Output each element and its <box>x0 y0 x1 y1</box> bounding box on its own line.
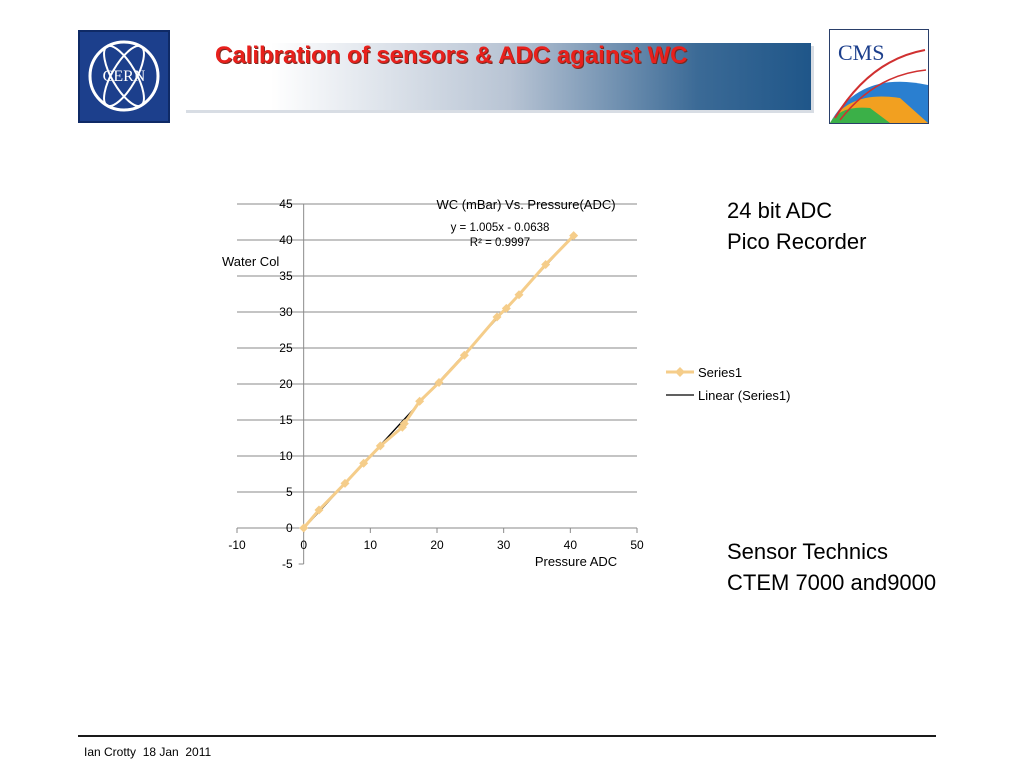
y-tick-label-45: 45 <box>279 197 293 211</box>
series1-point <box>541 259 551 269</box>
footer-credit: Ian Crotty 18 Jan 2011 <box>84 745 212 759</box>
series1-point <box>299 523 309 533</box>
series1-point <box>399 419 409 429</box>
title-banner <box>183 43 811 110</box>
series1-point <box>514 290 524 300</box>
adc-info-line2: Pico Recorder <box>727 229 867 254</box>
trendline-equation: y = 1.005x - 0.0638 <box>451 222 550 234</box>
y-tick-label-15: 15 <box>279 413 293 427</box>
legend: Series1 Linear (Series1) <box>666 365 791 403</box>
y-tick-labels: -5 0 5 10 15 20 25 30 35 40 45 <box>279 197 293 571</box>
x-tick-label-20: 20 <box>430 538 444 552</box>
trendline-r-squared: R² = 0.9997 <box>470 237 530 249</box>
y-axis-label: Water Col <box>222 254 279 269</box>
y-tick-label-10: 10 <box>279 449 293 463</box>
sensor-info: Sensor Technics CTEM 7000 and9000 <box>727 536 936 598</box>
cms-logo: CMS <box>829 29 929 124</box>
legend-series1-marker <box>675 367 685 377</box>
x-tick-labels: -10 0 10 20 30 40 50 <box>228 538 644 552</box>
series1-point <box>314 505 324 515</box>
cms-logo-graphic: CMS <box>830 30 928 123</box>
cms-logo-text: CMS <box>838 40 884 65</box>
series1-point <box>569 231 579 241</box>
y-tick-label-5: 5 <box>286 485 293 499</box>
x-tick-label-50: 50 <box>630 538 644 552</box>
adc-info: 24 bit ADC Pico Recorder <box>727 195 866 257</box>
cern-logo: CERN <box>78 30 170 123</box>
series1-point <box>375 441 385 451</box>
slide-title: Calibration of sensors & ADC against WC <box>215 42 688 69</box>
chart-gridlines <box>237 203 637 493</box>
cern-logo-text: CERN <box>103 68 146 85</box>
legend-series1-label: Series1 <box>698 365 742 380</box>
series1-point <box>501 303 511 313</box>
series1-point <box>492 312 502 322</box>
y-tick-label-20: 20 <box>279 377 293 391</box>
x-tick-label-30: 30 <box>497 538 511 552</box>
sensor-info-line2: CTEM 7000 and9000 <box>727 570 937 595</box>
x-tick-label-10: 10 <box>364 538 378 552</box>
chart-title: WC (mBar) Vs. Pressure(ADC) <box>436 197 615 212</box>
x-tick-label-40: 40 <box>564 538 578 552</box>
adc-info-line1: 24 bit ADC <box>727 198 833 223</box>
y-tick-label-25: 25 <box>279 341 293 355</box>
x-axis-label: Pressure ADC <box>535 554 617 569</box>
y-tick-label-35: 35 <box>279 269 293 283</box>
x-tick-label-0: 0 <box>300 538 307 552</box>
sensor-info-line1: Sensor Technics <box>727 539 889 564</box>
y-tick-label--5: -5 <box>282 557 293 571</box>
legend-trendline-label: Linear (Series1) <box>698 388 791 403</box>
y-tick-label-0: 0 <box>286 521 293 535</box>
series1-point <box>359 458 369 468</box>
series1-point <box>340 478 350 488</box>
series-points <box>299 231 579 533</box>
cern-logo-graphic: CERN <box>88 40 160 112</box>
y-tick-label-30: 30 <box>279 305 293 319</box>
series1-point <box>415 396 425 406</box>
series1-point <box>434 378 444 388</box>
footer-divider <box>78 735 936 737</box>
x-tick-label--10: -10 <box>228 538 246 552</box>
y-tick-label-40: 40 <box>279 233 293 247</box>
series1-point <box>459 350 469 360</box>
